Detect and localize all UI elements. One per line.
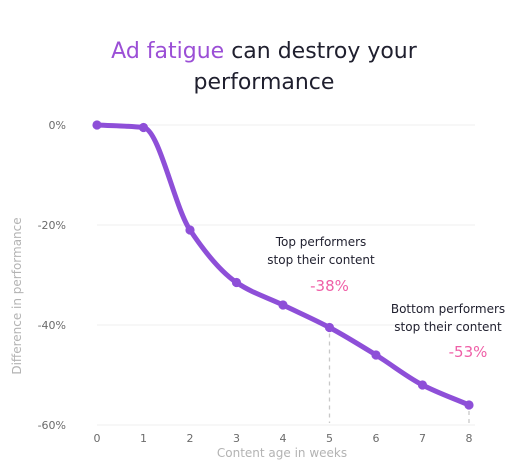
annotation-value-label: -53% (449, 343, 488, 361)
data-point (278, 300, 288, 310)
data-point (417, 380, 428, 390)
y-tick-label: -60% (38, 419, 66, 432)
annotation-text: stop their content (394, 320, 502, 334)
point-layer (92, 120, 474, 410)
x-tick-label: 2 (187, 432, 194, 445)
y-axis-title: Difference in performance (10, 217, 24, 374)
y-tick-labels: 0% -20% -40% -60% (38, 119, 66, 432)
data-point (185, 225, 195, 235)
x-tick-label: 0 (94, 432, 101, 445)
x-tick-label: 5 (326, 432, 333, 445)
y-tick-label: -40% (38, 319, 66, 332)
y-tick-label: 0% (49, 119, 66, 132)
line-layer (94, 122, 472, 408)
x-tick-label: 6 (373, 432, 380, 445)
grid-layer (97, 124, 475, 426)
x-tick-label: 4 (280, 432, 287, 445)
x-tick-labels: 0 1 2 3 4 5 6 7 8 (94, 432, 473, 445)
x-tick-label: 3 (233, 432, 240, 445)
annotation-text: Bottom performers (391, 302, 505, 316)
x-tick-label: 7 (419, 432, 426, 445)
data-point (464, 400, 474, 410)
data-point (324, 322, 335, 333)
y-tick-label: -20% (38, 219, 66, 232)
annotation-text: stop their content (267, 253, 375, 267)
chart-title-highlight: Ad fatigue (111, 39, 224, 64)
data-point (92, 120, 102, 130)
guide-layer (328, 333, 470, 423)
chart-title: Ad fatigue can destroy your (111, 39, 418, 64)
annotation-layer: Top performers stop their content -38% Bott… (267, 235, 505, 361)
x-tick-label: 1 (140, 432, 147, 445)
annotation-value-label: -38% (310, 277, 349, 295)
data-point (231, 277, 242, 288)
annotation-text: Top performers (275, 235, 367, 249)
x-axis-title: Content age in weeks (217, 446, 347, 460)
data-point (138, 122, 149, 133)
data-point (371, 350, 381, 360)
chart-title-line2: performance (194, 70, 335, 95)
series-line (94, 122, 472, 408)
chart-title-rest: can destroy your (224, 39, 418, 64)
x-tick-label: 8 (466, 432, 473, 445)
